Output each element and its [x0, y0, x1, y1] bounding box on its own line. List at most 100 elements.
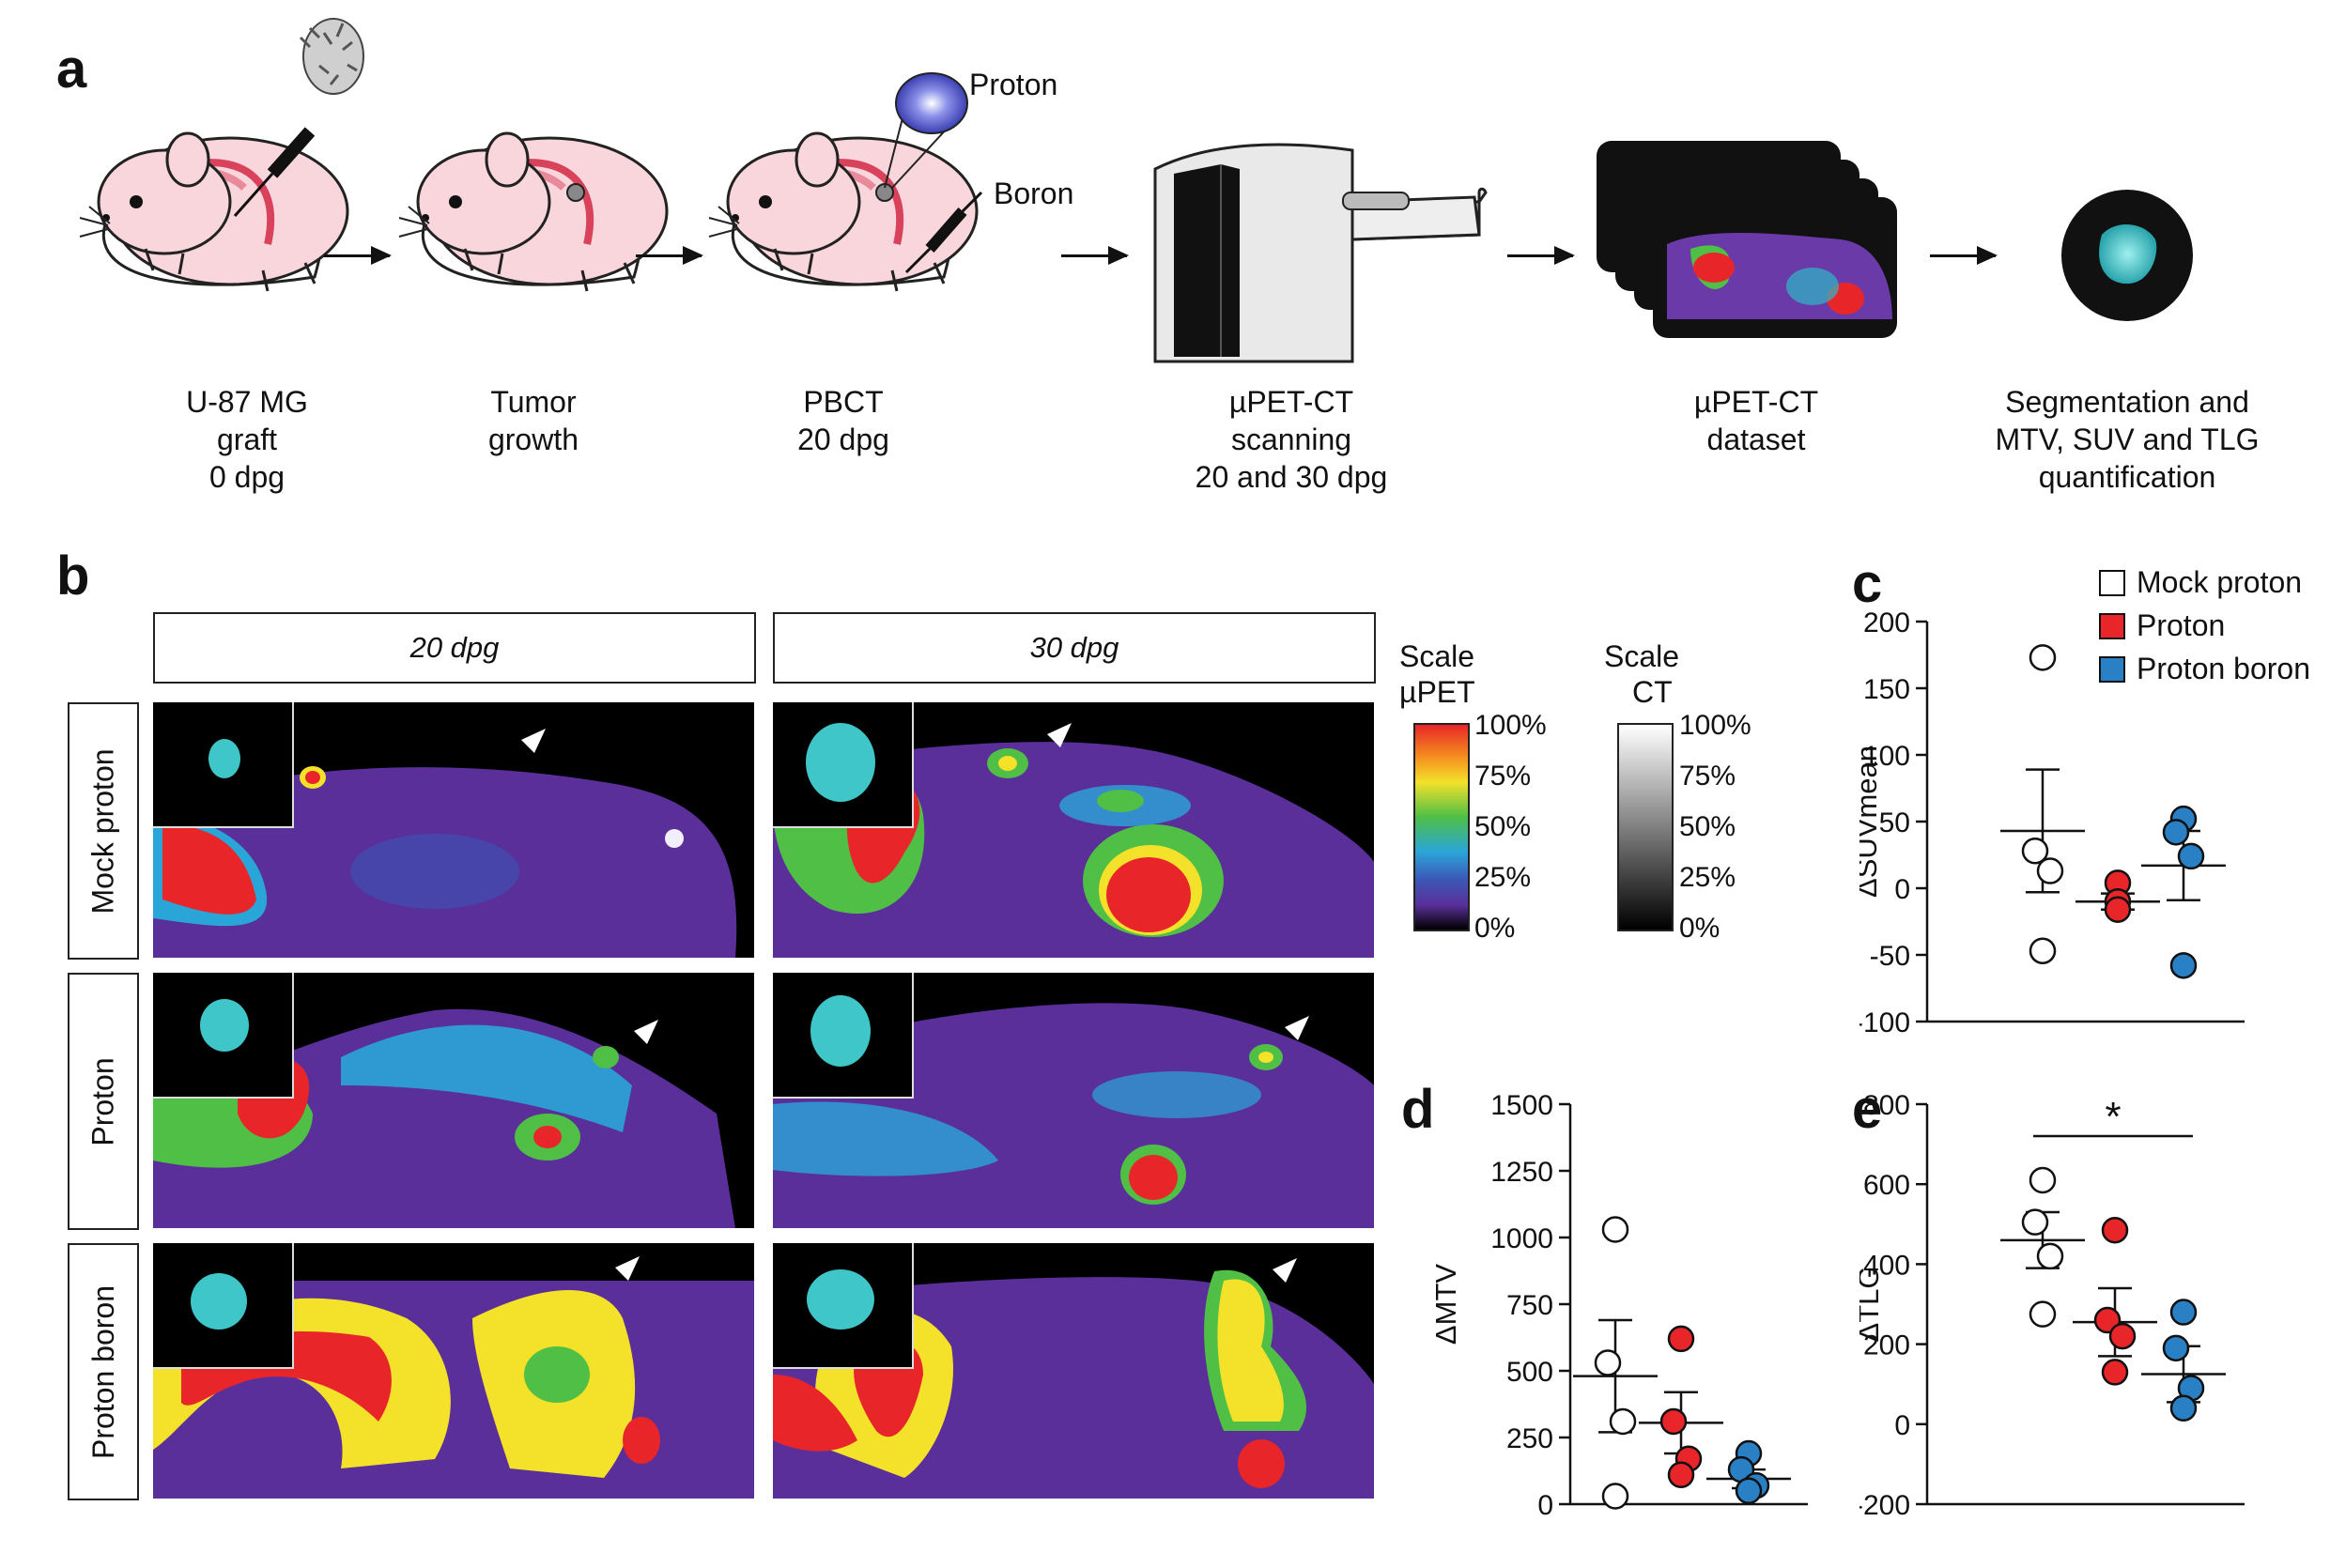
panel-a-illustrations — [0, 18, 2193, 363]
ct-tick-25: 25% — [1679, 862, 1736, 893]
ct-colorbar — [1617, 723, 1674, 931]
y-axis-label: ΔMTV — [1429, 1264, 1462, 1345]
arrow-1 — [324, 246, 392, 265]
data-point — [2021, 1208, 2049, 1236]
proton-beam-icon — [895, 72, 968, 134]
data-point — [2036, 857, 2064, 884]
tumor-inset-mock-20dpg — [153, 702, 294, 828]
pet-ct-scanner-icon — [1153, 143, 1488, 363]
significance-star: * — [2105, 1094, 2121, 1140]
panel-c-letter: c — [1852, 553, 1883, 614]
data-point — [2104, 896, 2132, 923]
pet-tick-100: 100% — [1474, 710, 1547, 741]
y-tick-label: 0 — [1537, 1490, 1553, 1521]
y-tick-label: 150 — [1863, 674, 1910, 705]
data-point — [1609, 1407, 1637, 1436]
y-tick-label: 200 — [1863, 607, 1910, 638]
data-point — [2029, 937, 2057, 964]
legend-swatch — [2099, 569, 2125, 596]
tumor-inset-boron-20dpg — [153, 1243, 294, 1369]
data-point — [2029, 644, 2057, 671]
y-tick-label: 600 — [1863, 1170, 1910, 1201]
y-tick-label: -100 — [1859, 1007, 1910, 1033]
y-tick-label: 1500 — [1490, 1090, 1553, 1121]
boron-label: Boron — [994, 177, 1074, 210]
step-label-pbct: PBCT 20 dpg — [797, 385, 889, 456]
ct-tick-75: 75% — [1679, 761, 1736, 792]
panel-b-letter: b — [56, 546, 90, 607]
tumor-inset-proton-20dpg — [153, 973, 294, 1099]
row-header-proton: Proton — [68, 973, 139, 1230]
step-label-scanning: µPET-CT scanning 20 and 30 dpg — [1195, 385, 1388, 494]
tumor-inset-boron-30dpg — [773, 1243, 914, 1369]
y-tick-label: 750 — [1506, 1290, 1553, 1321]
boron-syringe-icon — [904, 191, 983, 274]
legend-item-boron: Proton boron — [2099, 652, 2310, 686]
data-point — [1659, 1407, 1688, 1436]
data-point — [1601, 1216, 1629, 1243]
cells-icon — [299, 18, 364, 95]
row-header-proton-boron: Proton boron — [68, 1243, 139, 1500]
legend-swatch — [2099, 655, 2125, 683]
y-tick-label: 500 — [1506, 1357, 1553, 1388]
chart-c-suv: -100 -50 0 50 100 150 200 ΔSUVmean — [1859, 607, 2245, 1033]
ct-scale-title: Scale CT — [1604, 639, 1680, 709]
y-tick-label: -50 — [1870, 941, 1910, 972]
data-point — [2101, 1216, 2129, 1244]
arrow-3 — [1061, 246, 1129, 265]
panel-a-letter: a — [56, 38, 87, 100]
y-tick-label: 400 — [1863, 1250, 1910, 1281]
y-tick-label: 250 — [1506, 1423, 1553, 1454]
data-point — [2021, 837, 2049, 865]
data-point — [1735, 1477, 1763, 1505]
y-tick-label: 100 — [1863, 741, 1910, 772]
data-point — [2108, 1322, 2137, 1350]
chart-d-mtv: 0 250 500 750 1000 1250 1500 ΔMTV — [1429, 1090, 1808, 1521]
pet-scale-title: Scale µPET — [1399, 639, 1475, 709]
data-point — [2029, 1166, 2057, 1194]
pet-tick-25: 25% — [1474, 862, 1532, 893]
syringe-icon — [233, 127, 316, 217]
data-point — [2162, 819, 2190, 846]
data-point — [1667, 1325, 1695, 1353]
arrow-4 — [1507, 246, 1575, 265]
data-point — [1601, 1483, 1629, 1510]
panel-d-letter: d — [1401, 1079, 1435, 1140]
panel-e-letter: e — [1852, 1079, 1883, 1140]
data-point — [2169, 1394, 2198, 1422]
arrow-5 — [1930, 246, 1998, 265]
proton-label: Proton — [969, 68, 1058, 101]
step-label-tumor-growth: Tumor growth — [487, 385, 579, 456]
data-point — [2169, 1299, 2198, 1326]
data-point — [2029, 1300, 2057, 1328]
pet-tick-50: 50% — [1474, 811, 1532, 842]
y-tick-label: 200 — [1863, 1330, 1910, 1361]
tumor-inset-proton-30dpg — [773, 973, 914, 1099]
arrow-2 — [636, 246, 703, 265]
segmentation-circle-icon — [2061, 190, 2193, 321]
data-point — [2162, 1334, 2190, 1362]
legend-item-mock: Mock proton — [2099, 565, 2302, 600]
y-tick-label: -200 — [1859, 1490, 1910, 1521]
step-label-graft: U-87 MG graft 0 dpg — [186, 385, 308, 494]
y-tick-label: 800 — [1863, 1090, 1910, 1121]
y-tick-label: 50 — [1879, 807, 1910, 838]
ct-tick-100: 100% — [1679, 710, 1751, 741]
data-point — [2101, 1359, 2129, 1386]
data-point — [1667, 1461, 1695, 1489]
row-header-mock-proton: Mock proton — [68, 702, 139, 960]
chart-e-tlg: -200 0 200 400 600 800 ΔTLG * — [1859, 1090, 2245, 1521]
data-point — [2177, 842, 2205, 870]
y-tick-label: 0 — [1894, 1410, 1910, 1441]
ct-tick-50: 50% — [1679, 811, 1736, 842]
y-axis-label: ΔTLG — [1859, 1267, 1885, 1343]
y-tick-label: 1000 — [1490, 1223, 1553, 1254]
data-point — [2036, 1242, 2064, 1270]
legend-item-proton: Proton — [2099, 608, 2225, 643]
ct-tick-0: 0% — [1679, 913, 1720, 944]
y-tick-label: 0 — [1894, 874, 1910, 905]
pet-image-boron-20dpg — [153, 1243, 754, 1499]
legend-swatch — [2099, 612, 2125, 639]
pet-image-proton-30dpg — [773, 973, 1374, 1228]
pet-tick-0: 0% — [1474, 913, 1516, 944]
